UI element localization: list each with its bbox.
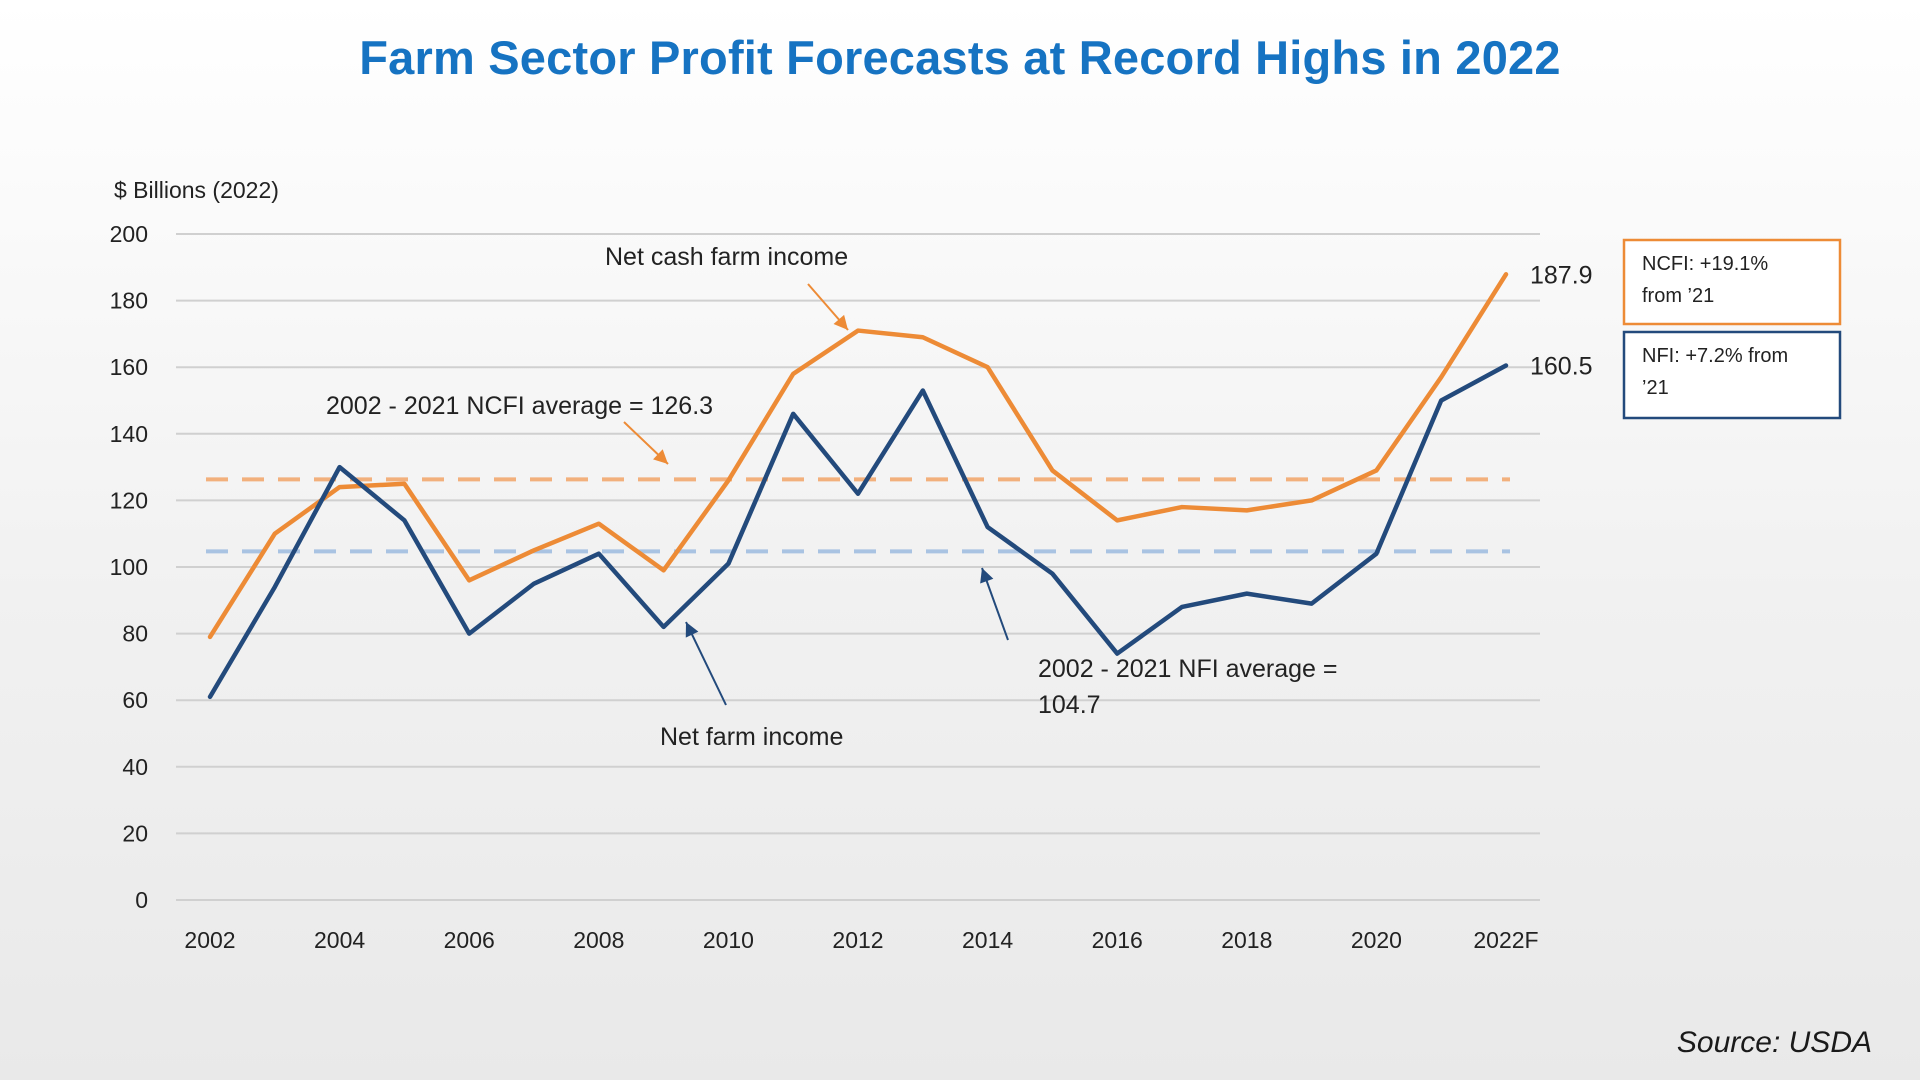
arrow-head: [653, 449, 668, 464]
y-tick-label: 100: [110, 554, 148, 580]
legend-boxes: NCFI: +19.1% from ’21 NFI: +7.2% from ’21: [1622, 238, 1842, 420]
series-line: [207, 363, 1509, 700]
y-tick-label: 40: [122, 754, 148, 780]
x-tick-label: 2016: [1092, 927, 1143, 953]
x-tick-label: 2012: [832, 927, 883, 953]
average-label-nfi-value: 104.7: [1038, 691, 1101, 719]
legend-text: from ’21: [1642, 285, 1714, 307]
series-lines: [207, 272, 1509, 700]
y-tick-label: 60: [122, 687, 148, 713]
axis-labels: 0 20 40 60 80 100 120 140 160 180 200 2002 2004 2006 2…: [110, 177, 1539, 953]
chart-title: Farm Sector Profit Forecasts at Record H…: [359, 31, 1561, 84]
legend-text: NFI: +7.2% from: [1642, 345, 1788, 367]
x-tick-label: 2018: [1221, 927, 1272, 953]
y-tick-label: 120: [110, 487, 148, 513]
x-tick-label: 2004: [314, 927, 365, 953]
y-tick-label: 20: [122, 820, 148, 846]
arrow-head: [980, 568, 994, 584]
arrow-head: [833, 314, 848, 330]
y-tick-label: 80: [122, 621, 148, 647]
x-tick-label: 2014: [962, 927, 1013, 953]
x-tick-label: 2020: [1351, 927, 1402, 953]
end-value-label: 160.5: [1530, 353, 1593, 381]
legend-box: [1622, 238, 1842, 326]
annotations: 187.9 160.5 Net cash farm income Net farm i…: [326, 243, 1593, 751]
arrow-line: [685, 621, 727, 706]
arrow-head: [685, 622, 699, 638]
y-tick-label: 200: [110, 221, 148, 247]
average-label-ncfi: 2002 - 2021 NCFI average = 126.3: [326, 392, 713, 420]
series-label-nfi: Net farm income: [660, 723, 843, 751]
y-tick-label: 160: [110, 354, 148, 380]
x-tick-label: 2022F: [1473, 927, 1538, 953]
legend-text: ’21: [1642, 377, 1669, 399]
source-note: Source: USDA: [1676, 1026, 1872, 1059]
legend-box: [1622, 330, 1842, 420]
x-tick-label: 2008: [573, 927, 624, 953]
y-tick-label: 0: [135, 887, 148, 913]
end-value-label: 187.9: [1530, 261, 1593, 289]
legend-text: NCFI: +19.1%: [1642, 253, 1768, 275]
x-tick-label: 2002: [184, 927, 235, 953]
y-tick-label: 140: [110, 421, 148, 447]
y-axis-label: $ Billions (2022): [114, 177, 279, 203]
x-tick-label: 2010: [703, 927, 754, 953]
average-label-nfi: 2002 - 2021 NFI average =: [1038, 655, 1338, 683]
x-tick-label: 2006: [444, 927, 495, 953]
grid-lines: [176, 233, 1540, 901]
series-label-ncfi: Net cash farm income: [605, 243, 848, 271]
series-line: [207, 272, 1509, 640]
y-tick-label: 180: [110, 288, 148, 314]
